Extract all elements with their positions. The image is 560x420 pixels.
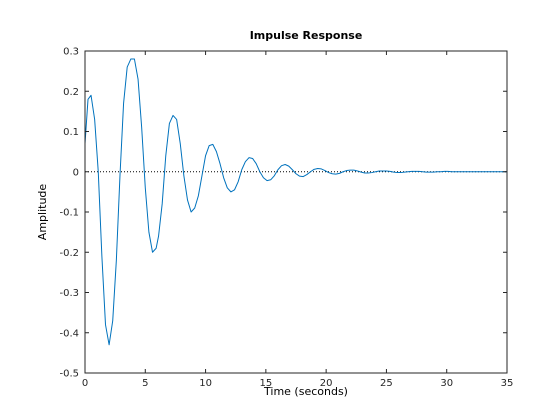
y-axis-label: Amplitude (36, 184, 49, 241)
x-tick-label: 0 (82, 378, 88, 389)
ticks-layer: 0 5 10 15 20 25 30 35 -0.5 -0.4 -0.3 -0.2 -0.1 0 0.1 0.… (59, 47, 513, 390)
y-tick-label: -0.2 (59, 248, 79, 259)
y-tick-label: 0.1 (63, 127, 79, 138)
x-tick-label: 20 (320, 378, 333, 389)
y-tick-label: 0.2 (63, 87, 79, 98)
y-tick-label: 0 (73, 167, 79, 178)
y-tick-label: 0.3 (63, 47, 79, 58)
y-tick-label: -0.5 (59, 369, 79, 380)
y-tick-label: -0.1 (59, 208, 79, 219)
x-tick-label: 10 (199, 378, 212, 389)
series-layer (84, 58, 507, 346)
series-line-0 (84, 58, 507, 346)
x-tick-label: 35 (501, 378, 514, 389)
chart-title: Impulse Response (250, 29, 363, 42)
plot-area (85, 51, 507, 373)
y-tick-label: -0.3 (59, 288, 79, 299)
x-tick-label: 15 (259, 378, 272, 389)
x-tick-label: 30 (440, 378, 453, 389)
x-axis-label: Time (seconds) (263, 385, 348, 398)
x-tick-label: 5 (142, 378, 148, 389)
x-tick-label: 25 (380, 378, 393, 389)
y-tick-label: -0.4 (59, 328, 79, 339)
